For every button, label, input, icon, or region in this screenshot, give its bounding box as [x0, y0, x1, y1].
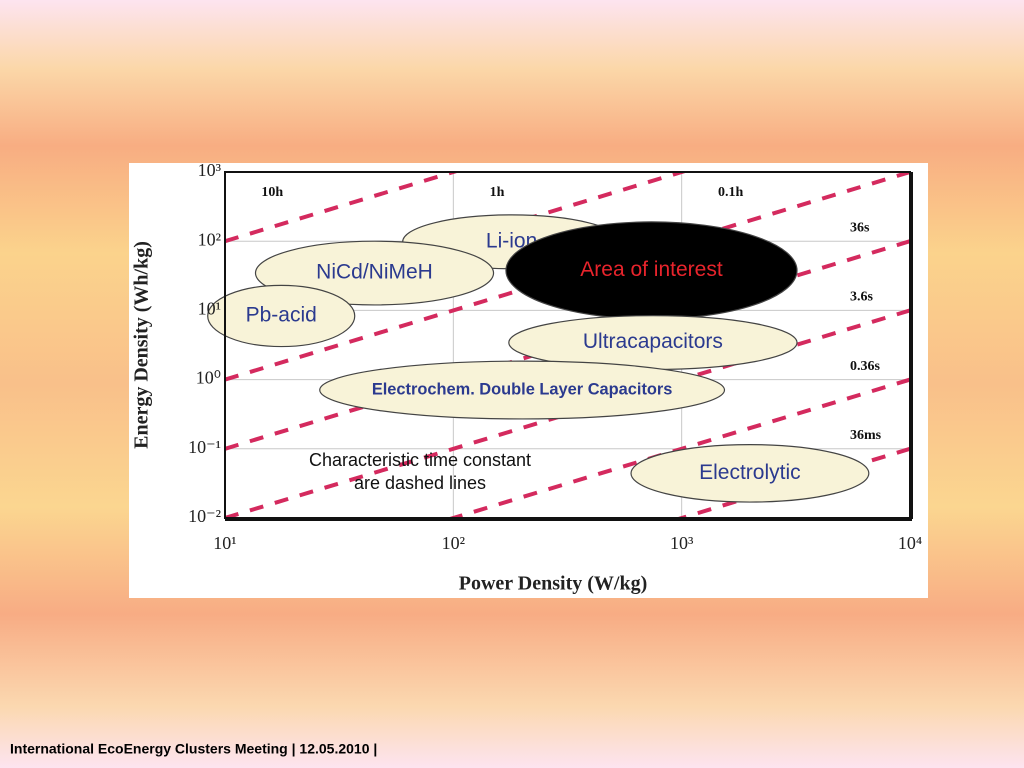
region-label: Area of interest	[580, 258, 723, 281]
y-tick-label: 10⁻²	[188, 506, 221, 526]
y-tick-label: 10³	[198, 160, 222, 180]
time-constant-label: 10h	[261, 185, 283, 200]
x-axis-title: Power Density (W/kg)	[459, 573, 648, 595]
x-tick-label: 10³	[670, 533, 694, 553]
region	[207, 284, 356, 348]
time-constant-label: 0.36s	[850, 359, 881, 374]
region	[630, 443, 870, 503]
time-constant-label: 1h	[490, 185, 505, 200]
region-label: NiCd/NiMeH	[316, 261, 433, 284]
y-axis-title: Energy Density (Wh/kg)	[131, 241, 153, 449]
x-tick-label: 10¹	[213, 533, 236, 553]
time-constant-label: 36ms	[850, 428, 882, 443]
x-tick-label: 10⁴	[898, 533, 922, 553]
time-constant-label: 0.1h	[718, 185, 744, 200]
y-tick-label: 10²	[198, 229, 221, 249]
region-label: Electrolytic	[699, 461, 801, 484]
region-label: Electrochem. Double Layer Capacitors	[372, 380, 673, 398]
footer: International EcoEnergy Clusters Meeting…	[10, 741, 377, 757]
time-constant-label: 36s	[850, 220, 870, 235]
time-constant-label: 3.6s	[850, 290, 874, 305]
region	[319, 360, 726, 420]
x-tick-label: 10²	[442, 533, 465, 553]
y-tick-label: 10⁰	[196, 368, 221, 388]
y-tick-label: 10¹	[198, 299, 221, 319]
labels: 10¹ 10² 10³ 10⁴ 10⁻² 10⁻¹ 10⁰ 10¹ 10² 10³ 10h 1h 0.1…	[188, 160, 922, 553]
annotation: Characteristic time constant	[309, 450, 531, 470]
region-label: Ultracapacitors	[583, 330, 723, 353]
annotation: are dashed lines	[354, 473, 486, 493]
y-tick-label: 10⁻¹	[188, 437, 221, 457]
region-label: Pb-acid	[246, 304, 317, 327]
